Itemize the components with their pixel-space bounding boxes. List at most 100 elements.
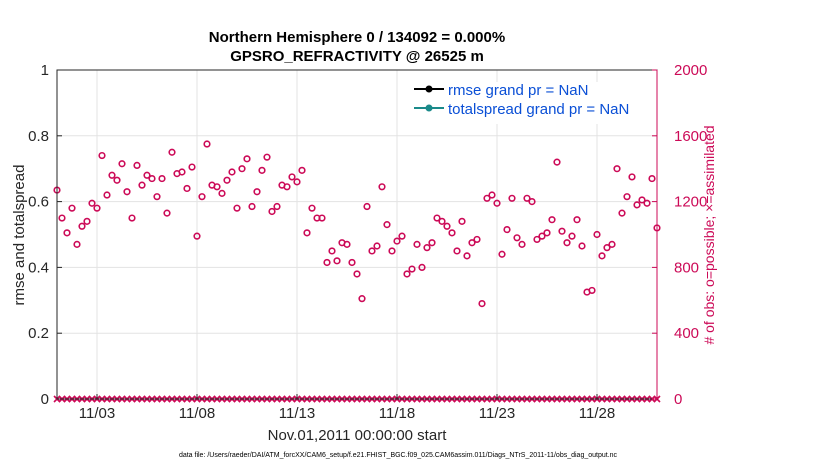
y-tick-label: 0.6 — [28, 194, 49, 211]
chart-title: Northern Hemisphere 0 / 134092 = 0.000% — [209, 29, 505, 46]
possible-obs-point — [163, 209, 171, 217]
possible-obs-point — [628, 173, 636, 181]
legend-box — [412, 82, 652, 124]
possible-obs-point — [318, 214, 326, 222]
possible-obs-point — [618, 209, 626, 217]
possible-obs-point — [198, 193, 206, 201]
possible-obs-point — [608, 240, 616, 248]
possible-obs-point — [363, 202, 371, 211]
possible-obs-point — [548, 216, 556, 224]
possible-obs-point — [233, 204, 241, 212]
possible-obs-point — [553, 158, 561, 166]
x-tick-label: 11/13 — [279, 405, 315, 422]
possible-obs-point — [243, 155, 251, 163]
possible-obs-point — [538, 232, 546, 240]
possible-obs-point — [408, 265, 416, 273]
possible-obs-point — [483, 194, 491, 202]
possible-obs-point — [568, 232, 576, 240]
possible-obs-point — [303, 229, 311, 237]
possible-obs-point — [358, 295, 366, 303]
possible-obs-point — [323, 258, 331, 267]
possible-obs-point — [638, 196, 646, 204]
possible-obs-point — [613, 165, 621, 173]
possible-obs-point — [118, 160, 126, 168]
possible-obs-point — [413, 240, 421, 248]
possible-obs-point — [293, 178, 301, 186]
possible-obs-point — [353, 270, 361, 278]
possible-obs-point — [88, 199, 96, 207]
possible-obs-point — [643, 199, 651, 207]
possible-obs-point — [68, 204, 76, 212]
possible-obs-point — [588, 286, 596, 295]
legend-rmse-marker — [425, 85, 433, 93]
possible-obs-point — [58, 214, 66, 222]
possible-obs-point — [223, 176, 231, 184]
possible-obs-point — [388, 247, 396, 255]
right-y-axis-ticks: 0 400 800 1200 1600 2000 — [652, 62, 707, 408]
possible-obs-point — [428, 239, 436, 247]
possible-obs-point — [433, 214, 441, 222]
possible-obs-point — [328, 247, 336, 255]
possible-obs-point — [138, 181, 146, 189]
possible-obs-point — [213, 183, 221, 191]
right-y-tick-label: 2000 — [674, 62, 707, 79]
possible-obs-point — [508, 194, 516, 202]
possible-obs-point — [253, 188, 261, 196]
possible-obs-point — [453, 247, 461, 255]
possible-obs-point — [458, 217, 466, 225]
plot-area — [57, 70, 657, 399]
possible-obs-point — [348, 258, 356, 267]
possible-obs-point — [333, 257, 341, 265]
possible-obs-point — [393, 237, 401, 245]
possible-obs-point — [63, 229, 71, 237]
possible-obs-point — [188, 163, 196, 171]
possible-obs-point — [623, 193, 631, 201]
possible-obs-point — [153, 193, 161, 201]
possible-obs-point — [98, 151, 106, 160]
possible-obs-point — [543, 229, 551, 237]
possible-obs-point — [263, 153, 271, 161]
possible-obs-point — [513, 234, 521, 242]
possible-obs-point — [178, 168, 186, 176]
possible-obs-point — [503, 225, 511, 234]
legend: rmse grand pr = NaN totalspread grand pr… — [412, 82, 652, 124]
x-tick-label: 11/03 — [79, 405, 115, 422]
possible-obs-point — [248, 202, 256, 211]
possible-obs-point — [533, 235, 541, 244]
possible-obs-point — [578, 242, 586, 250]
possible-obs-point — [273, 202, 281, 211]
x-axis-label: Nov.01,2011 00:00:00 start — [268, 427, 448, 444]
possible-obs-point — [103, 191, 111, 199]
right-y-axis-label: # of obs: o=possible; ×=assimilated — [701, 125, 717, 344]
possible-obs-point — [488, 191, 496, 199]
possible-obs-point — [158, 174, 166, 183]
possible-obs-point — [78, 222, 86, 230]
y-tick-label: 0.4 — [28, 259, 49, 276]
possible-obs-point — [443, 222, 451, 230]
y-tick-label: 1 — [41, 62, 49, 79]
right-y-tick-label: 0 — [674, 391, 682, 408]
possible-obs-point — [113, 176, 121, 184]
possible-obs-point — [193, 232, 201, 240]
possible-obs-point — [373, 242, 381, 250]
possible-obs-point — [108, 171, 116, 179]
legend-spread-label: totalspread grand pr = NaN — [448, 101, 629, 118]
possible-obs-point — [218, 189, 226, 197]
possible-obs-point — [308, 204, 316, 212]
possible-obs-point — [478, 299, 486, 308]
possible-obs-point — [73, 240, 81, 248]
possible-obs-point — [128, 214, 136, 222]
possible-obs-point — [473, 235, 481, 244]
x-axis-ticks: 11/03 11/08 11/13 11/18 11/23 11/28 — [79, 394, 615, 422]
possible-obs-point — [598, 252, 606, 260]
possible-obs-point — [603, 244, 611, 252]
right-y-tick-label: 800 — [674, 259, 699, 276]
possible-obs-point — [528, 198, 536, 206]
possible-obs-point — [368, 247, 376, 255]
x-tick-label: 11/18 — [379, 405, 415, 422]
possible-obs-point — [498, 250, 506, 258]
y-tick-label: 0.8 — [28, 128, 49, 145]
possible-obs-point — [438, 217, 446, 225]
possible-obs-point — [518, 240, 526, 248]
possible-obs-point — [288, 173, 296, 181]
